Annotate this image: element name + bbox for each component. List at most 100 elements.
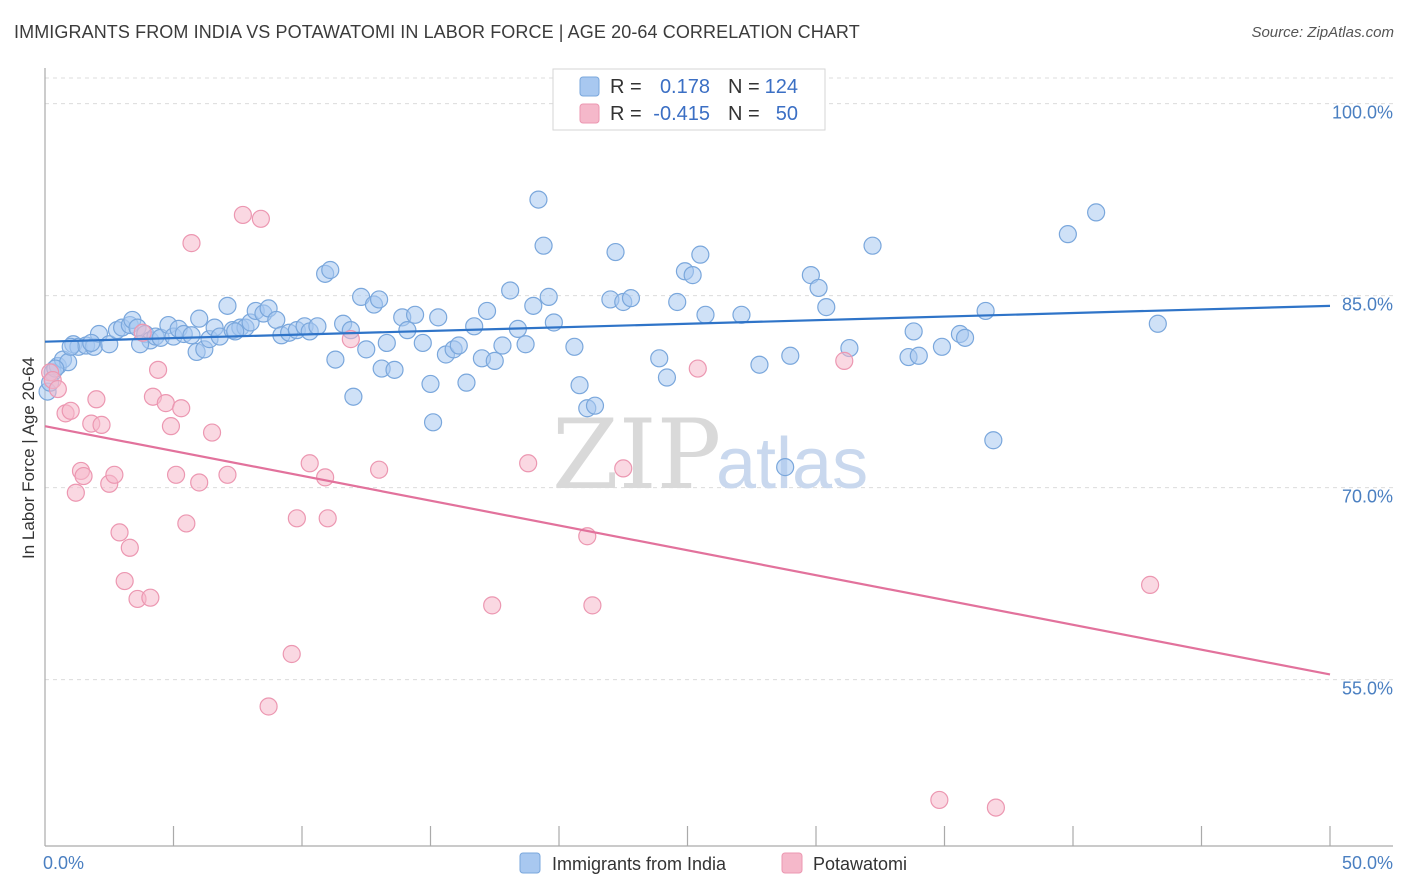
potawatomi-point <box>156 394 175 413</box>
series-legend-india: Immigrants from India <box>552 854 727 874</box>
potawatomi-point <box>87 390 106 409</box>
india-point <box>182 326 201 345</box>
trend-lines <box>44 304 1331 676</box>
potawatomi-point <box>133 323 152 342</box>
potawatomi-point <box>287 509 306 528</box>
india-point <box>423 413 443 432</box>
legend-india-r-value: 0.178 <box>660 76 710 98</box>
india-point <box>955 328 975 347</box>
india-point <box>377 333 396 353</box>
potawatomi-point <box>583 596 602 615</box>
india-point <box>398 321 417 340</box>
india-point <box>606 242 625 262</box>
y-tick-labels: 55.0% 70.0% 85.0% 100.0% <box>1332 103 1393 699</box>
india-point <box>267 310 286 330</box>
potawatomi-point <box>141 588 160 607</box>
india-point <box>493 336 512 355</box>
legend-india-r-label: R = <box>610 76 642 98</box>
india-point <box>696 305 715 324</box>
y-tick-label: 70.0% <box>1342 487 1393 507</box>
potawatomi-point <box>316 468 335 487</box>
series-legend: Immigrants from India Potawatomi <box>519 852 907 874</box>
india-point <box>449 336 468 355</box>
india-point <box>457 373 476 392</box>
india-point <box>370 290 389 309</box>
potawatomi-point <box>282 644 301 664</box>
india-point <box>732 305 751 324</box>
india-point <box>429 308 448 327</box>
india-point <box>218 296 237 315</box>
correlation-legend: R = 0.178 N = 124 R = -0.415 N = 50 <box>552 68 826 131</box>
india-point <box>776 458 795 477</box>
potawatomi-point <box>218 465 237 484</box>
india-point <box>668 292 687 312</box>
india-point <box>421 374 440 394</box>
potawatomi-point <box>483 596 502 615</box>
potawatomi-point <box>614 459 633 478</box>
potawatomi-trend-line <box>44 425 1331 676</box>
series-legend-swatch-potawatomi <box>781 852 803 874</box>
india-point <box>385 360 404 379</box>
potawatomi-point <box>148 360 168 379</box>
potawatomi-point <box>300 454 319 473</box>
india-point <box>570 376 589 395</box>
y-tick-label: 55.0% <box>1342 679 1393 699</box>
legend-swatch-potawatomi <box>579 103 600 124</box>
potawatomi-point <box>251 209 270 228</box>
x-tick-label-min: 0.0% <box>43 853 84 873</box>
india-point <box>565 337 584 356</box>
india-point <box>657 368 677 387</box>
potawatomi-point <box>172 399 191 418</box>
potawatomi-point <box>259 697 278 716</box>
potawatomi-point <box>233 205 252 225</box>
india-point <box>817 298 836 317</box>
legend-india-n-label: N = <box>728 76 760 98</box>
india-point <box>1148 314 1167 333</box>
potawatomi-point <box>688 359 707 378</box>
india-point <box>750 355 769 374</box>
india-point <box>909 346 928 365</box>
y-tick-label: 85.0% <box>1342 295 1393 315</box>
india-point <box>477 301 497 321</box>
legend-swatch-india <box>579 76 600 97</box>
potawatomi-point <box>519 454 538 473</box>
potawatomi-point <box>48 379 67 399</box>
potawatomi-point <box>182 234 201 253</box>
potawatomi-point <box>61 401 80 420</box>
india-point <box>904 322 923 341</box>
watermark-zip: ZIP <box>552 399 721 511</box>
india-point <box>413 333 432 353</box>
india-point <box>344 387 363 406</box>
y-axis-label: In Labor Force | Age 20-64 <box>19 357 38 559</box>
potawatomi-point <box>190 473 209 492</box>
india-point <box>621 289 641 308</box>
y-tick-label: 100.0% <box>1332 103 1393 123</box>
india-point <box>781 346 800 365</box>
potawatomi-point <box>120 538 139 557</box>
india-point <box>321 260 340 280</box>
grid-lines <box>45 77 1393 681</box>
india-point <box>691 245 710 264</box>
india-point <box>524 296 543 315</box>
potawatomi-point <box>66 483 85 502</box>
potawatomi-point <box>177 514 196 533</box>
legend-pota-r-label: R = <box>610 103 642 125</box>
india-point <box>976 301 995 321</box>
india-point <box>984 431 1003 450</box>
india-point <box>326 350 345 369</box>
axes <box>44 68 1393 847</box>
potawatomi-point <box>986 798 1006 817</box>
india-point <box>585 396 605 415</box>
potawatomi-point <box>115 571 134 591</box>
india-point <box>357 340 376 359</box>
india-trend-line <box>44 304 1331 343</box>
legend-india-n-value: 124 <box>765 76 798 98</box>
india-point <box>534 236 553 255</box>
potawatomi-point <box>370 460 389 479</box>
india-point <box>308 317 327 336</box>
india-point <box>539 287 558 306</box>
chart-title: IMMIGRANTS FROM INDIA VS POTAWATOMI IN L… <box>14 22 860 42</box>
potawatomi-point <box>930 790 949 810</box>
series-legend-potawatomi: Potawatomi <box>813 854 907 874</box>
india-point <box>501 281 520 300</box>
